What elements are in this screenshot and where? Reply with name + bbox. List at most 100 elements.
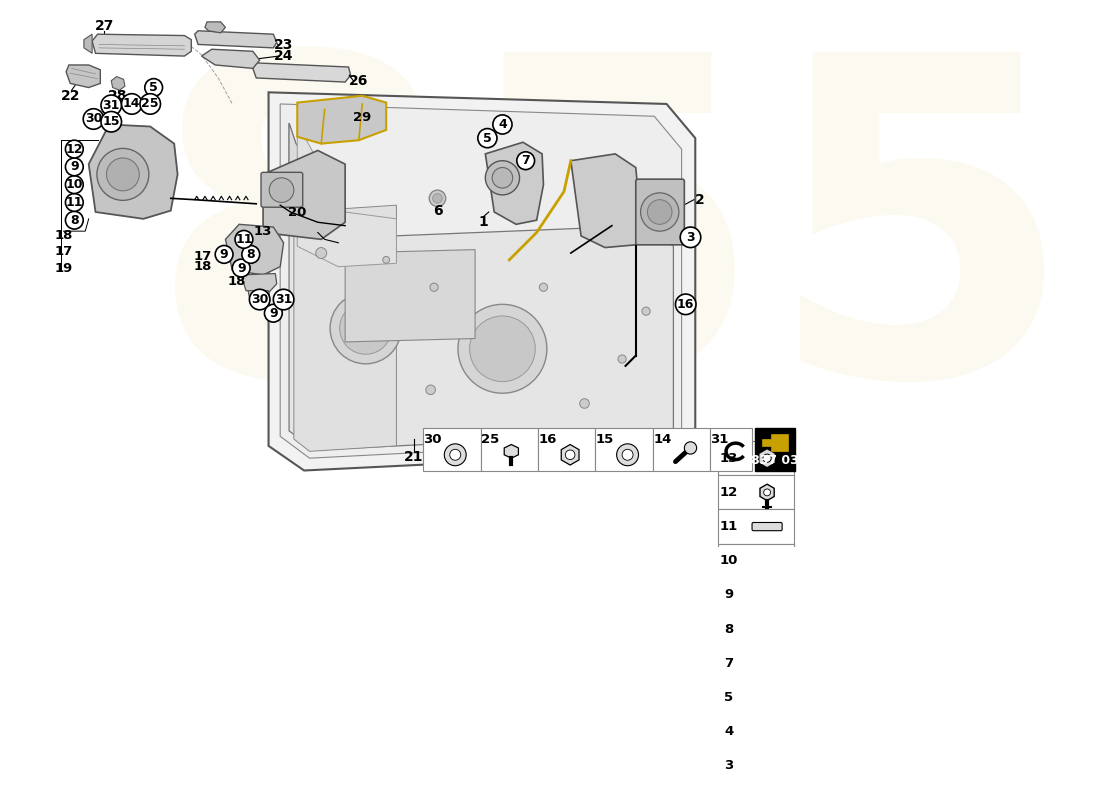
Circle shape <box>565 450 575 459</box>
Circle shape <box>242 246 260 263</box>
Text: 18: 18 <box>228 275 246 288</box>
Polygon shape <box>89 125 177 219</box>
Text: 28: 28 <box>108 89 128 102</box>
Circle shape <box>432 194 442 203</box>
Bar <box>424 428 481 470</box>
Text: 8: 8 <box>246 248 255 261</box>
Circle shape <box>772 759 785 773</box>
Circle shape <box>430 283 438 291</box>
Text: 7: 7 <box>724 657 734 670</box>
Polygon shape <box>297 96 386 144</box>
Circle shape <box>316 247 327 258</box>
Text: 5: 5 <box>483 132 492 145</box>
Circle shape <box>97 149 148 200</box>
Polygon shape <box>253 63 351 82</box>
Polygon shape <box>571 154 639 247</box>
FancyBboxPatch shape <box>261 172 302 207</box>
Circle shape <box>680 227 701 247</box>
Polygon shape <box>241 274 277 293</box>
Text: 9: 9 <box>70 160 78 174</box>
FancyBboxPatch shape <box>752 522 782 530</box>
Circle shape <box>762 693 772 702</box>
Text: 30: 30 <box>424 433 442 446</box>
Text: 10: 10 <box>719 554 738 567</box>
Text: 16: 16 <box>538 433 557 446</box>
Text: 5: 5 <box>150 81 158 94</box>
Text: 30: 30 <box>85 113 102 126</box>
Text: 3: 3 <box>724 759 734 773</box>
Text: 16: 16 <box>676 298 694 311</box>
Polygon shape <box>345 250 475 342</box>
Polygon shape <box>561 445 579 465</box>
Polygon shape <box>248 290 270 306</box>
Polygon shape <box>760 484 774 501</box>
Circle shape <box>273 290 294 310</box>
Text: 25: 25 <box>142 98 160 110</box>
Bar <box>718 646 794 681</box>
Circle shape <box>470 316 536 382</box>
Circle shape <box>235 230 253 248</box>
Circle shape <box>140 94 161 114</box>
Circle shape <box>429 190 446 206</box>
Circle shape <box>618 355 626 363</box>
Circle shape <box>517 152 535 170</box>
Bar <box>718 441 794 475</box>
Circle shape <box>492 167 513 188</box>
FancyBboxPatch shape <box>636 179 684 245</box>
Polygon shape <box>92 34 191 56</box>
Circle shape <box>684 442 696 454</box>
Circle shape <box>444 444 466 466</box>
Text: 30: 30 <box>251 293 268 306</box>
Text: 1: 1 <box>478 215 488 230</box>
Polygon shape <box>205 22 225 33</box>
Text: 8: 8 <box>724 622 734 636</box>
Circle shape <box>758 586 777 605</box>
Polygon shape <box>280 104 682 458</box>
Text: 17: 17 <box>194 250 212 263</box>
Text: 11: 11 <box>66 196 84 209</box>
Polygon shape <box>66 65 100 87</box>
Polygon shape <box>289 123 345 260</box>
Polygon shape <box>504 445 518 458</box>
Bar <box>718 681 794 714</box>
Polygon shape <box>268 92 695 470</box>
Bar <box>718 475 794 510</box>
Circle shape <box>101 111 121 132</box>
Text: 15: 15 <box>102 115 120 128</box>
Text: 5: 5 <box>724 691 734 704</box>
Text: 20: 20 <box>288 206 307 218</box>
Bar <box>718 544 794 578</box>
Polygon shape <box>201 50 260 68</box>
Circle shape <box>65 211 84 229</box>
Text: 3: 3 <box>686 231 695 244</box>
Polygon shape <box>294 205 396 451</box>
Bar <box>755 729 775 734</box>
Circle shape <box>761 554 773 567</box>
Bar <box>754 626 776 632</box>
Text: 855: 855 <box>147 38 1076 468</box>
Circle shape <box>623 450 634 460</box>
Circle shape <box>770 624 781 634</box>
Circle shape <box>764 558 770 563</box>
Polygon shape <box>195 30 277 48</box>
Circle shape <box>648 200 672 224</box>
Bar <box>718 612 794 646</box>
Bar <box>718 714 794 749</box>
Circle shape <box>763 454 771 462</box>
Text: 14: 14 <box>123 98 141 110</box>
Circle shape <box>121 94 142 114</box>
Text: 14: 14 <box>653 433 672 446</box>
Circle shape <box>640 193 679 231</box>
Text: 10: 10 <box>66 178 84 191</box>
Bar <box>718 510 794 544</box>
Text: 7: 7 <box>521 154 530 167</box>
Polygon shape <box>760 653 774 669</box>
Bar <box>595 428 653 470</box>
Text: 9: 9 <box>236 262 245 274</box>
Circle shape <box>107 158 140 191</box>
Text: 2: 2 <box>694 193 704 206</box>
Polygon shape <box>762 434 789 451</box>
Circle shape <box>232 259 250 277</box>
Circle shape <box>84 109 103 130</box>
Text: 21: 21 <box>404 450 424 464</box>
